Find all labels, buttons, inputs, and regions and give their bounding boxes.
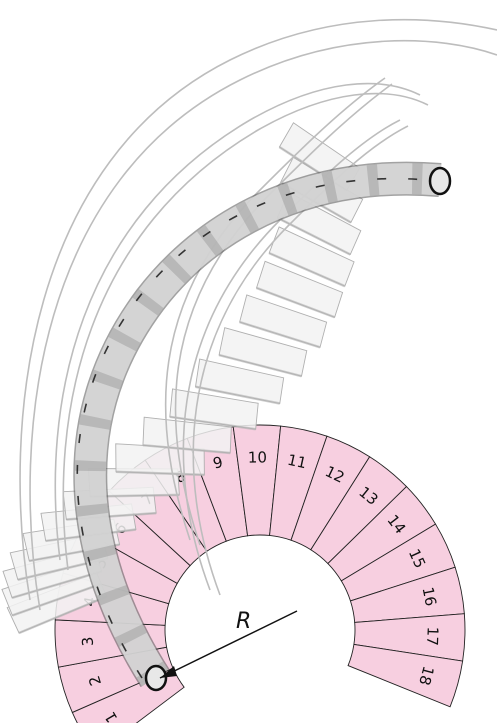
ghost-step <box>115 443 205 477</box>
radius-indicator: R <box>159 609 298 679</box>
handrail-curve <box>182 119 401 591</box>
ghost-step <box>268 226 355 288</box>
radius-label: R <box>236 609 251 634</box>
radius-arrowhead <box>160 666 177 678</box>
stringer-top-cap <box>428 166 452 196</box>
ghost-step <box>218 327 308 378</box>
handrail-curve <box>192 125 409 596</box>
step-number-label: 16 <box>419 585 440 607</box>
step-number-label: 3 <box>79 636 98 647</box>
stringer-bottom-cap <box>144 664 168 692</box>
step-number-label: 18 <box>415 664 437 687</box>
step-number-label: 11 <box>286 451 309 473</box>
step-number-label: 9 <box>211 453 225 473</box>
ghost-step <box>194 358 285 405</box>
handrail-curve <box>54 82 421 561</box>
ghost-step <box>142 416 232 455</box>
step-number-label: 10 <box>248 448 267 466</box>
handrails <box>19 18 497 611</box>
handrail-curve <box>62 92 429 571</box>
tread-segment <box>347 643 464 708</box>
radius-line <box>159 610 298 679</box>
central-stringer-tube <box>73 161 452 692</box>
handrail-curve <box>19 18 497 601</box>
ghost-step <box>255 260 344 319</box>
ghost-step <box>239 294 328 349</box>
step-number-label: 17 <box>423 626 442 646</box>
handrail-curve <box>29 39 497 611</box>
